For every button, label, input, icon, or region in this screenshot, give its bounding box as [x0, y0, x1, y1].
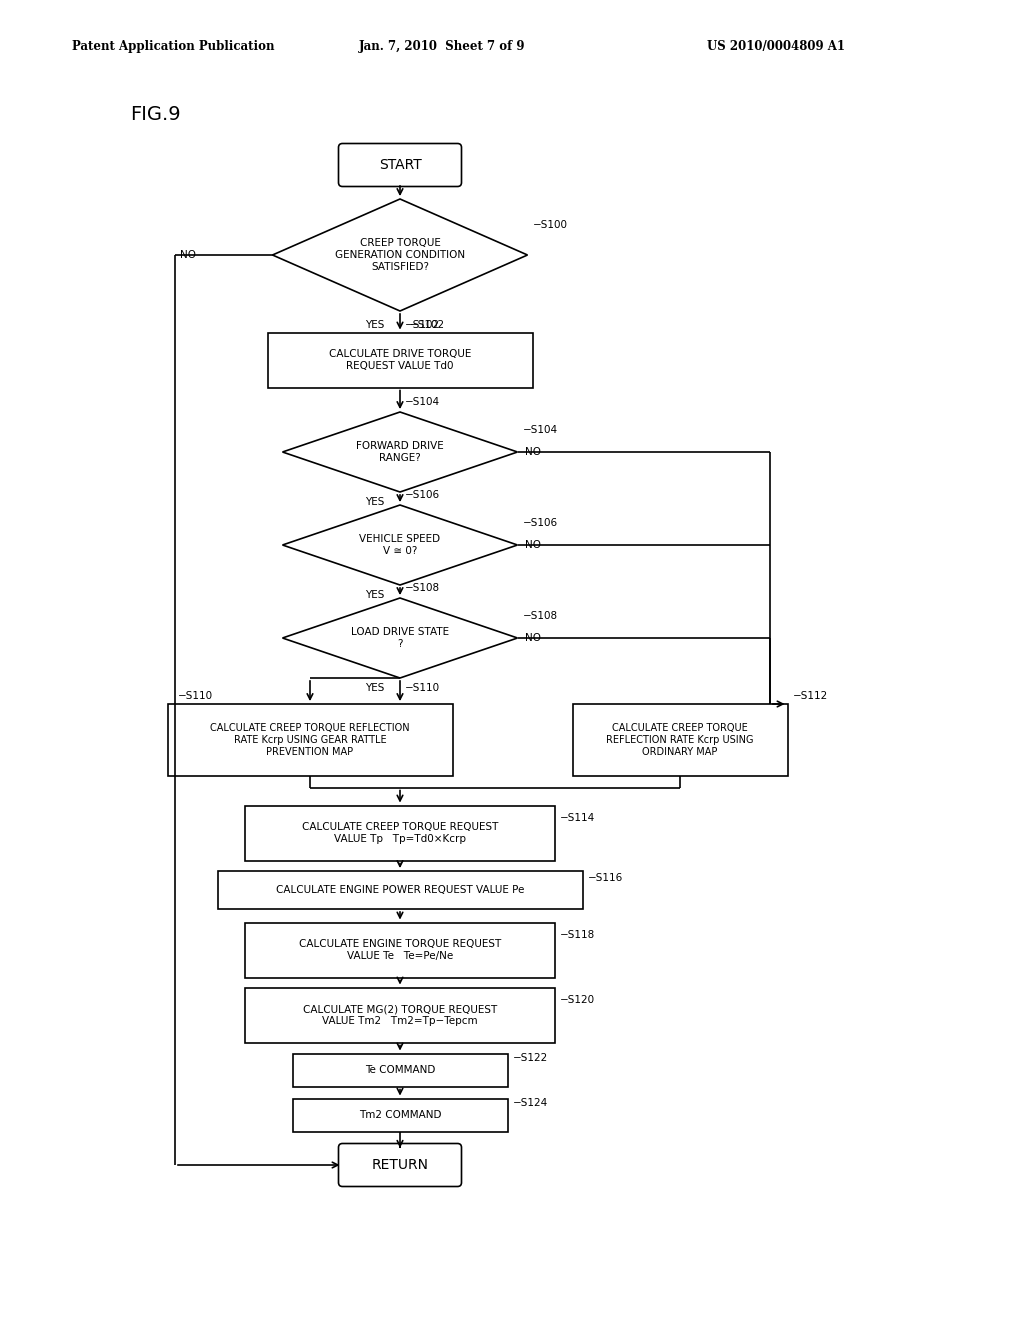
Text: −S120: −S120	[560, 995, 595, 1005]
Text: CALCULATE ENGINE POWER REQUEST VALUE Pe: CALCULATE ENGINE POWER REQUEST VALUE Pe	[275, 884, 524, 895]
Text: CALCULATE DRIVE TORQUE
REQUEST VALUE Td0: CALCULATE DRIVE TORQUE REQUEST VALUE Td0	[329, 350, 471, 371]
Text: −S106: −S106	[406, 490, 440, 500]
Bar	[267, 333, 532, 388]
Text: −S108: −S108	[522, 611, 558, 620]
FancyBboxPatch shape	[339, 144, 462, 186]
Text: −S106: −S106	[522, 517, 558, 528]
Polygon shape	[283, 412, 517, 492]
Text: −S102: −S102	[410, 319, 445, 330]
Text: CREEP TORQUE
GENERATION CONDITION
SATISFIED?: CREEP TORQUE GENERATION CONDITION SATISF…	[335, 239, 465, 272]
Text: YES: YES	[365, 498, 384, 507]
Text: −S102: −S102	[406, 319, 440, 330]
Text: NO: NO	[525, 634, 542, 643]
Bar	[245, 923, 555, 978]
Text: LOAD DRIVE STATE
?: LOAD DRIVE STATE ?	[351, 627, 450, 649]
Text: −S112: −S112	[793, 690, 827, 701]
Text: VEHICLE SPEED
V ≅ 0?: VEHICLE SPEED V ≅ 0?	[359, 535, 440, 556]
Text: CALCULATE CREEP TORQUE
REFLECTION RATE Kcrp USING
ORDINARY MAP: CALCULATE CREEP TORQUE REFLECTION RATE K…	[606, 723, 754, 756]
Text: −S100: −S100	[532, 220, 567, 230]
Text: YES: YES	[365, 682, 384, 693]
Text: −S104: −S104	[522, 425, 558, 436]
Bar	[572, 704, 787, 776]
Bar	[293, 1053, 508, 1086]
Text: FIG.9: FIG.9	[130, 106, 180, 124]
Text: Te COMMAND: Te COMMAND	[365, 1065, 435, 1074]
Polygon shape	[283, 506, 517, 585]
Text: −S116: −S116	[588, 873, 623, 883]
Text: Patent Application Publication: Patent Application Publication	[72, 40, 274, 53]
Text: −S108: −S108	[406, 583, 440, 593]
Polygon shape	[283, 598, 517, 678]
Bar	[293, 1098, 508, 1131]
Text: NO: NO	[180, 249, 196, 260]
Text: YES: YES	[365, 590, 384, 601]
Text: START: START	[379, 158, 421, 172]
Text: CALCULATE CREEP TORQUE REQUEST
VALUE Tp   Tp=Td0×Kcrp: CALCULATE CREEP TORQUE REQUEST VALUE Tp …	[302, 822, 499, 843]
Bar	[245, 987, 555, 1043]
Text: CALCULATE ENGINE TORQUE REQUEST
VALUE Te   Te=Pe/Ne: CALCULATE ENGINE TORQUE REQUEST VALUE Te…	[299, 940, 501, 961]
Text: −S110: −S110	[177, 690, 213, 701]
Text: US 2010/0004809 A1: US 2010/0004809 A1	[707, 40, 845, 53]
Bar	[168, 704, 453, 776]
Polygon shape	[272, 199, 527, 312]
Text: Jan. 7, 2010  Sheet 7 of 9: Jan. 7, 2010 Sheet 7 of 9	[358, 40, 525, 53]
Text: NO: NO	[525, 447, 542, 457]
Bar	[217, 871, 583, 909]
Text: −S114: −S114	[560, 813, 595, 822]
Text: −S122: −S122	[512, 1053, 548, 1063]
FancyBboxPatch shape	[339, 1143, 462, 1187]
Text: CALCULATE CREEP TORQUE REFLECTION
RATE Kcrp USING GEAR RATTLE
PREVENTION MAP: CALCULATE CREEP TORQUE REFLECTION RATE K…	[210, 723, 410, 756]
Text: Tm2 COMMAND: Tm2 COMMAND	[358, 1110, 441, 1119]
Text: FORWARD DRIVE
RANGE?: FORWARD DRIVE RANGE?	[356, 441, 443, 463]
Text: RETURN: RETURN	[372, 1158, 428, 1172]
Text: −S118: −S118	[560, 931, 595, 940]
Text: −S124: −S124	[512, 1098, 548, 1107]
Bar	[245, 805, 555, 861]
Text: −S104: −S104	[406, 397, 440, 407]
Text: −S110: −S110	[406, 682, 440, 693]
Text: YES: YES	[365, 319, 384, 330]
Text: CALCULATE MG(2) TORQUE REQUEST
VALUE Tm2   Tm2=Tp−Tepcm: CALCULATE MG(2) TORQUE REQUEST VALUE Tm2…	[303, 1005, 497, 1026]
Text: NO: NO	[525, 540, 542, 550]
